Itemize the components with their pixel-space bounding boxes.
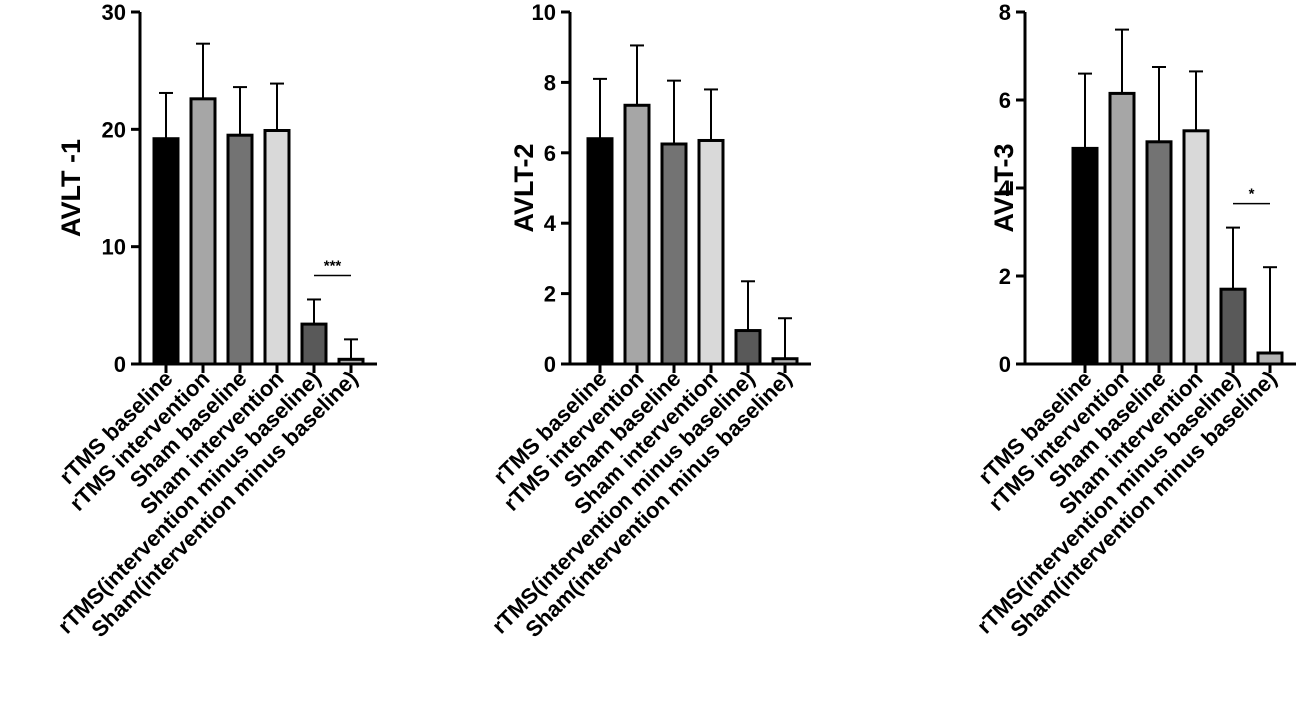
y-tick-label: 6 xyxy=(999,88,1011,113)
bar-4 xyxy=(1182,129,1210,366)
bar-3 xyxy=(660,142,688,366)
bar-3 xyxy=(1145,140,1173,366)
bar-3 xyxy=(226,133,254,366)
y-axis-label: AVLT-3 xyxy=(989,143,1019,232)
y-tick-label: 20 xyxy=(102,117,126,142)
bar-4 xyxy=(697,138,725,366)
bar-6 xyxy=(1256,351,1284,366)
y-tick-label: 0 xyxy=(114,352,126,377)
bar-5 xyxy=(300,322,328,366)
y-tick-label: 6 xyxy=(544,141,556,166)
bar-1 xyxy=(1071,146,1099,366)
bar-1 xyxy=(586,137,614,366)
y-tick-label: 4 xyxy=(544,211,557,236)
y-tick-label: 10 xyxy=(532,0,556,25)
y-tick-label: 0 xyxy=(544,352,556,377)
y-tick-label: 2 xyxy=(544,282,556,307)
bar-5 xyxy=(1219,287,1247,366)
bar-2 xyxy=(1108,91,1136,366)
bar-2 xyxy=(189,97,217,366)
y-tick-label: 4 xyxy=(999,176,1012,201)
y-tick-label: 10 xyxy=(102,235,126,260)
y-axis-label: AVLT-2 xyxy=(509,143,539,232)
bar-2 xyxy=(623,103,651,366)
y-tick-label: 8 xyxy=(544,70,556,95)
y-axis-label: AVLT -1 xyxy=(56,139,86,237)
y-tick-label: 30 xyxy=(102,0,126,25)
y-tick-label: 0 xyxy=(999,352,1011,377)
bar-4 xyxy=(263,129,291,366)
bar-1 xyxy=(152,137,180,366)
significance-label: *** xyxy=(324,257,342,274)
y-tick-label: 2 xyxy=(999,264,1011,289)
y-tick-label: 8 xyxy=(999,0,1011,25)
significance-label: * xyxy=(1249,186,1255,203)
bar-5 xyxy=(734,329,762,366)
